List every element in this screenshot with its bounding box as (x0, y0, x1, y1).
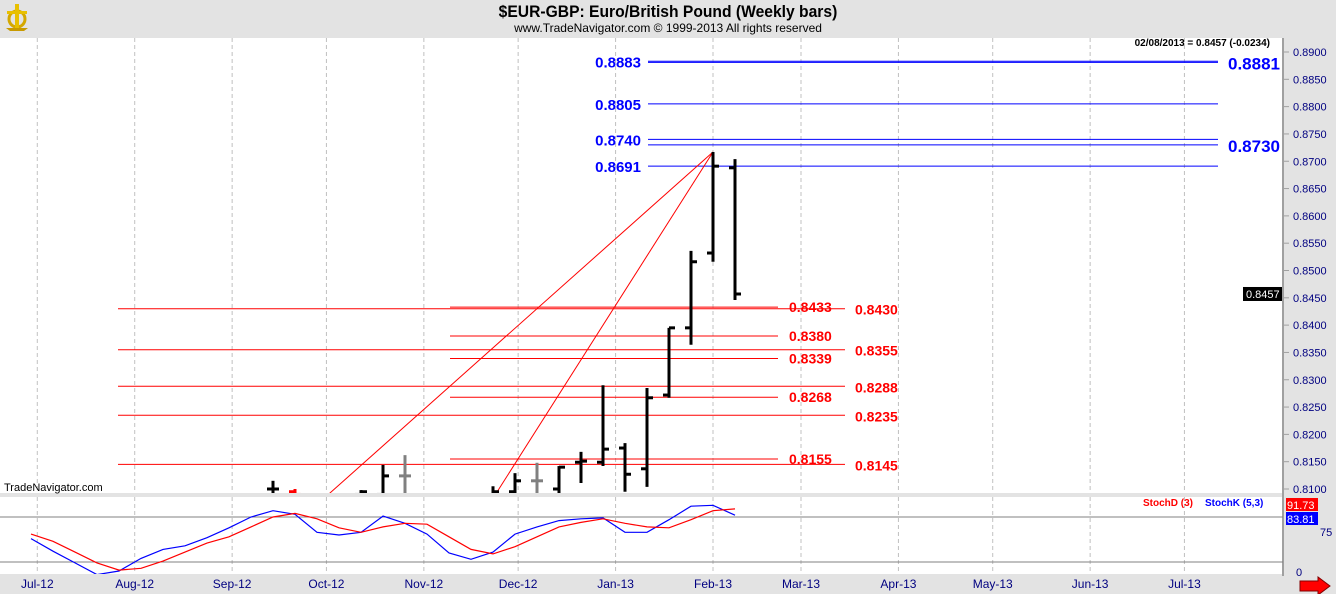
ohlc-bar (355, 490, 367, 493)
scroll-right-arrow-icon[interactable] (1299, 576, 1331, 594)
last-price-label: 0.8457 (1246, 289, 1280, 301)
ohlc-bar (509, 473, 521, 493)
stoch-line-k (30, 504, 736, 574)
x-tick-label: May-13 (973, 577, 1013, 591)
x-tick-label: Dec-12 (499, 577, 538, 591)
y-tick-label: 0.8850 (1293, 74, 1327, 86)
x-tick-label: Feb-13 (694, 577, 732, 591)
x-tick-label: Oct-12 (308, 577, 344, 591)
y-tick-label: 0.8400 (1293, 320, 1327, 332)
y-tick-label: 0.8500 (1293, 266, 1327, 278)
y-tick-label: 0.8900 (1293, 47, 1327, 59)
y-tick-label: 0.8200 (1293, 429, 1327, 441)
ohlc-bar (377, 464, 389, 493)
ohlc-bar (641, 387, 653, 487)
red-level-label: 0.8235 (855, 408, 898, 424)
chart-subtitle: www.TradeNavigator.com © 1999-2013 All r… (514, 21, 822, 35)
stoch-panel (0, 497, 1283, 574)
red-level-label: 0.8339 (789, 350, 832, 366)
ohlc-bar (597, 385, 609, 467)
blue-level-label: 0.8883 (595, 54, 641, 71)
red-level-label: 0.8430 (855, 302, 898, 318)
last-price-box (1243, 286, 1282, 301)
red-level-label: 0.8433 (789, 299, 832, 315)
trendline (495, 151, 714, 493)
stoch-k-legend: StochK (5,3) (1205, 498, 1263, 509)
stoch-k-value: 83.81 (1287, 514, 1315, 526)
stoch-k-value-box (1286, 512, 1318, 525)
ohlc-bar (685, 250, 697, 345)
red-level-label: 0.8288 (855, 379, 898, 395)
price-panel (0, 38, 1283, 493)
ohlc-bar (619, 443, 631, 492)
x-tick-label: Jul-12 (21, 577, 54, 591)
stoch-line-d (30, 508, 736, 571)
x-tick-label: Aug-12 (115, 577, 154, 591)
y-tick-label: 0.8100 (1293, 484, 1327, 496)
ohlc-bar (399, 455, 411, 493)
x-tick-label: Jul-13 (1168, 577, 1201, 591)
y-tick-label: 0.8800 (1293, 102, 1327, 114)
ohlc-bar (553, 465, 565, 493)
red-level-label: 0.8268 (789, 389, 832, 405)
x-tick-label: Nov-12 (405, 577, 444, 591)
red-level-label: 0.8145 (855, 457, 898, 473)
stoch-y-tick-label: 75 (1320, 527, 1332, 539)
ohlc-bar (707, 151, 719, 262)
y-tick-label: 0.8650 (1293, 184, 1327, 196)
price-readout: 02/08/2013 = 0.8457 (-0.0234) (1135, 38, 1270, 49)
x-tick-label: Apr-13 (880, 577, 916, 591)
stoch-y-tick-label: 0 (1296, 567, 1302, 579)
ohlc-bar (531, 462, 543, 493)
trade-navigator-compass-icon (2, 2, 32, 37)
blue-level-label: 0.8805 (595, 97, 641, 114)
x-tick-label: Jan-13 (597, 577, 634, 591)
x-tick-label: Sep-12 (213, 577, 252, 591)
ohlc-bar (491, 486, 499, 493)
ohlc-bar (729, 159, 741, 300)
y-tick-label: 0.8550 (1293, 238, 1327, 250)
y-tick-label: 0.8250 (1293, 402, 1327, 414)
red-level-label: 0.8380 (789, 328, 832, 344)
stoch-d-value-box (1286, 498, 1318, 511)
y-tick-label: 0.8150 (1293, 457, 1327, 469)
blue-level-label: 0.8730 (1228, 137, 1280, 156)
y-tick-label: 0.8750 (1293, 129, 1327, 141)
y-tick-label: 0.8700 (1293, 156, 1327, 168)
stoch-plot (0, 497, 1283, 574)
x-tick-label: Jun-13 (1072, 577, 1109, 591)
blue-level-label: 0.8691 (595, 159, 641, 176)
x-tick-label: Mar-13 (782, 577, 820, 591)
y-tick-label: 0.8350 (1293, 347, 1327, 359)
stoch-d-legend: StochD (3) (1143, 498, 1193, 509)
trendline (329, 151, 714, 493)
ohlc-bar (663, 326, 675, 398)
stoch-d-value: 91.73 (1287, 500, 1315, 512)
watermark: TradeNavigator.com (4, 482, 103, 494)
ohlc-bar (267, 480, 279, 493)
blue-level-label: 0.8881 (1228, 54, 1280, 73)
red-level-label: 0.8155 (789, 451, 832, 467)
ohlc-bar (289, 489, 301, 493)
chart-title: $EUR-GBP: Euro/British Pound (Weekly bar… (498, 2, 838, 21)
red-level-label: 0.8355 (855, 343, 898, 359)
blue-level-label: 0.8740 (595, 132, 641, 149)
y-tick-label: 0.8600 (1293, 211, 1327, 223)
ohlc-bar (575, 451, 587, 483)
y-tick-label: 0.8300 (1293, 375, 1327, 387)
y-tick-label: 0.8450 (1293, 293, 1327, 305)
price-plot (36, 38, 1218, 493)
